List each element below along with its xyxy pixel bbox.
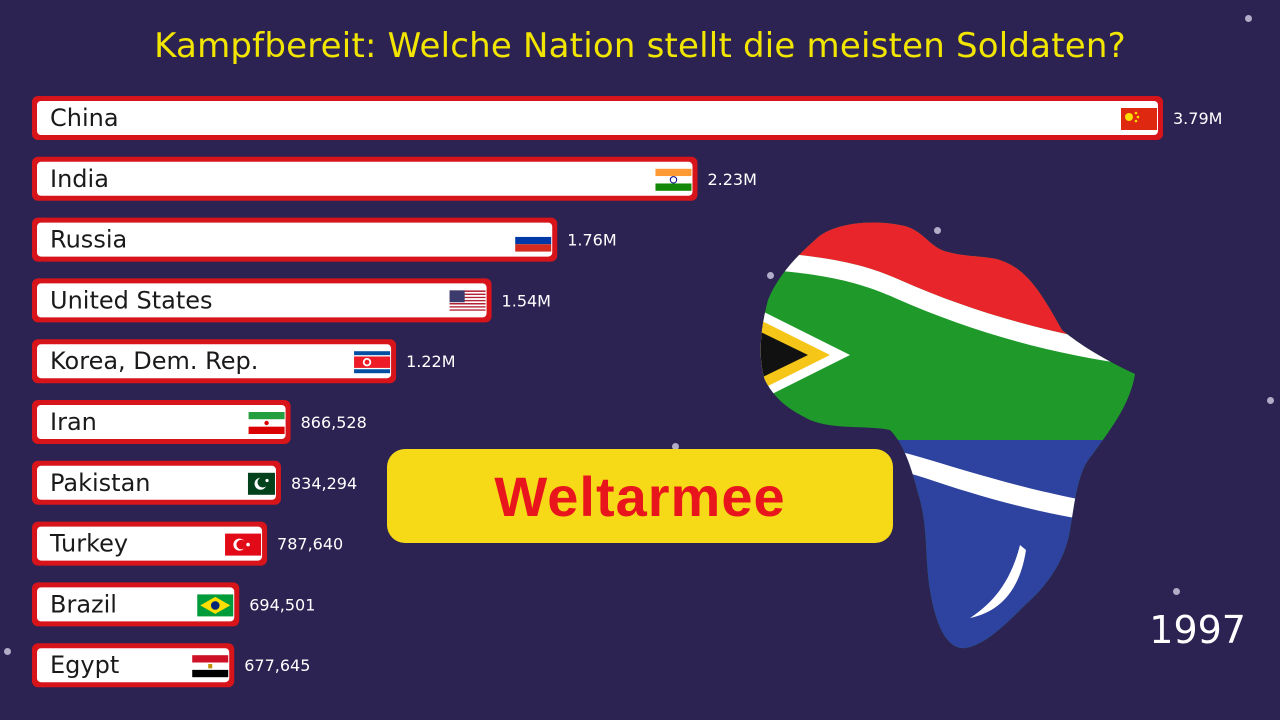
value-label: 1.22M bbox=[406, 352, 455, 371]
bar bbox=[37, 648, 230, 683]
india-flag-icon bbox=[655, 168, 692, 191]
bar bbox=[37, 283, 487, 318]
usa-flag-icon bbox=[449, 290, 486, 313]
value-label: 2.23M bbox=[707, 170, 756, 189]
bar bbox=[37, 101, 1158, 135]
bar-label: India bbox=[50, 165, 109, 193]
bar bbox=[37, 222, 553, 257]
background-dot bbox=[4, 648, 11, 655]
background-dot bbox=[672, 443, 679, 450]
weltarmee-logo-badge: Weltarmee bbox=[387, 449, 893, 543]
pakistan-flag-icon bbox=[238, 472, 275, 495]
bar bbox=[37, 405, 286, 439]
north-korea-flag-icon bbox=[354, 351, 391, 374]
russia-flag-icon bbox=[515, 229, 552, 252]
iran-flag-icon bbox=[248, 412, 285, 434]
bar-label: Brazil bbox=[50, 590, 117, 618]
bar bbox=[37, 161, 693, 196]
value-label: 694,501 bbox=[249, 595, 315, 614]
value-label: 866,528 bbox=[301, 413, 367, 432]
background-dot bbox=[1245, 15, 1252, 22]
background-dot bbox=[934, 227, 941, 234]
bar-label: United States bbox=[50, 286, 213, 314]
china-flag-icon bbox=[1121, 108, 1157, 130]
bar-label: Turkey bbox=[49, 530, 128, 558]
turkey-flag-icon bbox=[225, 533, 262, 556]
badge-text: Weltarmee bbox=[494, 464, 786, 528]
chart-title: Kampfbereit: Welche Nation stellt die me… bbox=[154, 26, 1126, 66]
brazil-flag-icon bbox=[197, 594, 234, 617]
value-label: 3.79M bbox=[1173, 109, 1222, 128]
bar-label: Iran bbox=[50, 408, 97, 436]
bar-label: Pakistan bbox=[50, 469, 151, 497]
bar-label: Korea, Dem. Rep. bbox=[50, 347, 258, 375]
value-label: 787,640 bbox=[277, 535, 343, 554]
bar bbox=[37, 587, 235, 622]
value-label: 1.54M bbox=[502, 291, 551, 310]
bar bbox=[37, 344, 392, 379]
background-dot bbox=[1173, 588, 1180, 595]
bar bbox=[37, 465, 276, 500]
bar-label: Egypt bbox=[50, 651, 119, 679]
value-label: 1.76M bbox=[567, 231, 616, 250]
bar-label: China bbox=[50, 104, 119, 132]
background-dot bbox=[1267, 397, 1274, 404]
value-label: 834,294 bbox=[291, 474, 357, 493]
bar-label: Russia bbox=[50, 226, 127, 254]
value-label: 677,645 bbox=[244, 656, 310, 675]
bar bbox=[37, 526, 263, 561]
background-dot bbox=[767, 272, 774, 279]
year-label: 1997 bbox=[1149, 608, 1246, 652]
egypt-flag-icon bbox=[192, 655, 229, 678]
